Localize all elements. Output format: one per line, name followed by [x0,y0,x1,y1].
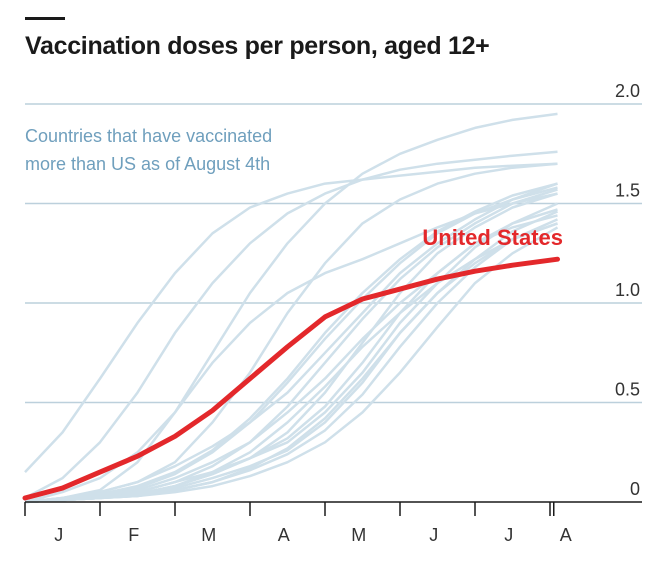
x-tick-label: J [429,525,438,545]
country-line [24,208,558,504]
comparison-country-lines [24,112,559,504]
y-tick-label: 0 [630,479,640,499]
x-tick-label: A [560,525,572,545]
x-tick-label: A [278,525,290,545]
us-line [22,256,560,501]
y-tick-label: 1.5 [615,181,640,201]
country-line [24,210,559,504]
chart-title: Vaccination doses per person, aged 12+ [25,32,490,60]
group-annotation-line1: Countries that have vaccinated [25,126,272,146]
x-tick-label: M [201,525,216,545]
country-line [24,182,558,504]
y-tick-label: 0.5 [615,380,640,400]
x-tick-label: F [128,525,139,545]
x-tick-label: J [54,525,63,545]
country-line [24,150,558,500]
x-tick-label: M [351,525,366,545]
y-tick-label: 1.0 [615,280,640,300]
annotations: Countries that have vaccinated more than … [25,126,563,250]
us-label: United States [422,225,563,250]
country-line [24,182,558,504]
country-line [24,162,558,473]
us-line-group [22,256,560,501]
y-tick-label: 2.0 [615,81,640,101]
country-line [24,112,558,504]
group-annotation-line2: more than US as of August 4th [25,154,270,174]
country-line [24,186,558,504]
x-tick-label: J [504,525,513,545]
title-rule [25,17,65,20]
y-axis-labels: 0 0.5 1.0 1.5 2.0 [615,81,640,499]
